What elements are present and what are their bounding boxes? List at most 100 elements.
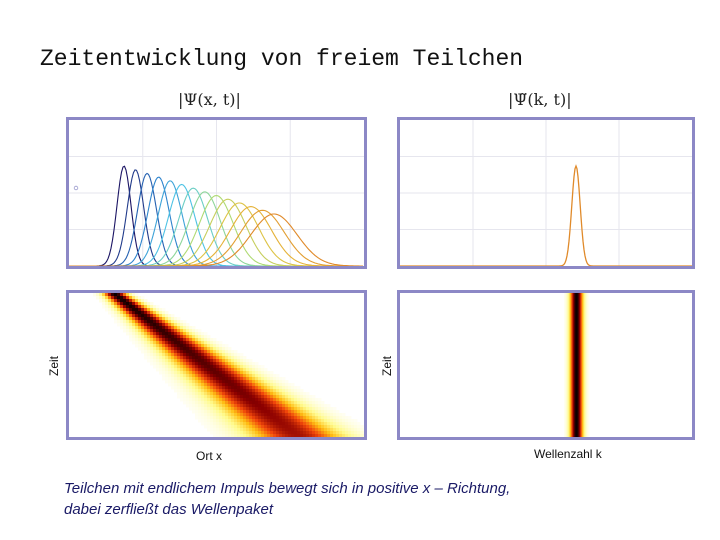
density-cell — [255, 389, 259, 393]
density-cell — [210, 410, 214, 414]
wavepacket-curve-2 — [69, 169, 363, 266]
density-cell — [255, 377, 259, 381]
density-cell — [189, 347, 193, 351]
density-cell — [234, 356, 238, 360]
density-cell — [213, 371, 217, 375]
density-cell — [264, 389, 268, 393]
density-cell — [186, 386, 190, 390]
density-cell — [225, 413, 229, 417]
wavepacket-curve-14 — [69, 213, 363, 266]
density-cell — [180, 374, 184, 378]
density-cell — [234, 422, 238, 426]
density-cell — [162, 356, 166, 360]
density-cell — [159, 347, 163, 351]
density-cell — [216, 428, 220, 432]
density-cell — [303, 410, 307, 414]
density-cell — [333, 413, 337, 417]
density-cell — [219, 365, 223, 369]
density-cell — [264, 368, 268, 372]
density-cell — [216, 389, 220, 393]
density-cell — [180, 329, 184, 333]
density-cell — [177, 392, 181, 396]
density-cell — [219, 407, 223, 411]
density-cell — [165, 350, 169, 354]
density-cell — [216, 350, 220, 354]
density-cell — [246, 434, 250, 437]
density-cell — [252, 416, 256, 420]
density-cell — [261, 425, 265, 429]
density-cell — [162, 311, 166, 315]
density-cell — [279, 413, 283, 417]
density-cell — [255, 431, 259, 435]
density-cell — [285, 383, 289, 387]
density-cell — [180, 347, 184, 351]
density-cell — [168, 323, 172, 327]
density-cell — [261, 389, 265, 393]
density-cell — [309, 419, 313, 423]
density-cell — [186, 398, 190, 402]
density-cell — [300, 422, 304, 426]
density-cell — [195, 341, 199, 345]
density-cell — [210, 371, 214, 375]
density-cell — [252, 365, 256, 369]
density-cell — [207, 404, 211, 408]
density-cell — [180, 341, 184, 345]
density-cell — [126, 332, 130, 336]
density-cell — [192, 392, 196, 396]
density-cell — [150, 350, 154, 354]
density-cell — [123, 305, 127, 309]
density-cell — [288, 389, 292, 393]
density-cell — [342, 416, 346, 420]
density-cell — [333, 428, 337, 432]
density-cell — [105, 308, 109, 312]
density-column — [574, 293, 576, 437]
density-cell — [267, 377, 271, 381]
density-cell — [330, 410, 334, 414]
density-cell — [141, 326, 145, 330]
density-cell — [159, 323, 163, 327]
density-cell — [150, 323, 154, 327]
density-cell — [315, 419, 319, 423]
density-cell — [282, 404, 286, 408]
density-cell — [156, 365, 160, 369]
density-cell — [237, 392, 241, 396]
density-cell — [213, 386, 217, 390]
density-cell — [132, 332, 136, 336]
density-cell — [291, 434, 295, 437]
density-cell — [168, 350, 172, 354]
density-cell — [96, 296, 100, 300]
density-cell — [141, 311, 145, 315]
density-cell — [216, 410, 220, 414]
density-cell — [297, 392, 301, 396]
density-cell — [210, 344, 214, 348]
density-cell — [282, 401, 286, 405]
density-cell — [270, 380, 274, 384]
density-cell — [93, 293, 97, 297]
density-cell — [279, 419, 283, 423]
density-cell — [114, 314, 118, 318]
density-cell — [198, 404, 202, 408]
density-cell — [210, 362, 214, 366]
density-cell — [159, 335, 163, 339]
density-cell — [243, 368, 247, 372]
density-cell — [288, 422, 292, 426]
density-cell — [177, 344, 181, 348]
density-cell — [267, 392, 271, 396]
density-cell — [231, 416, 235, 420]
density-cell — [309, 422, 313, 426]
density-cell — [126, 308, 130, 312]
density-cell — [189, 365, 193, 369]
density-cell — [213, 398, 217, 402]
density-cell — [222, 356, 226, 360]
density-cell — [270, 410, 274, 414]
density-cell — [288, 425, 292, 429]
density-cell — [147, 353, 151, 357]
density-cell — [273, 416, 277, 420]
density-cell — [153, 338, 157, 342]
density-column — [584, 293, 586, 437]
density-cell — [168, 380, 172, 384]
density-cell — [339, 413, 343, 417]
density-cell — [225, 362, 229, 366]
density-cell — [276, 389, 280, 393]
density-column — [582, 293, 584, 437]
